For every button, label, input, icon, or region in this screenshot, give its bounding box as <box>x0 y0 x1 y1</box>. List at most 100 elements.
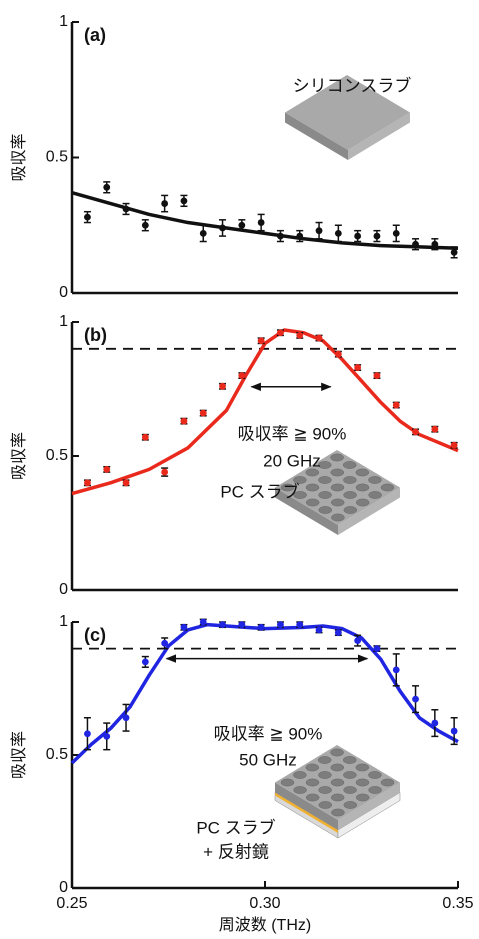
annotation: PC スラブ <box>196 817 275 837</box>
hole <box>331 764 344 771</box>
data-point <box>103 466 110 473</box>
hole <box>293 771 306 778</box>
y-tick-label: 0.5 <box>46 746 68 763</box>
hole <box>306 499 319 506</box>
y-tick-label: 0 <box>59 879 68 896</box>
hole <box>306 779 319 786</box>
hole <box>318 476 331 483</box>
hole <box>319 786 332 793</box>
y-tick-label: 0.5 <box>46 447 68 464</box>
data-point <box>238 222 245 229</box>
annotation: + 反射鏡 <box>203 842 269 861</box>
hole <box>331 484 344 491</box>
hole <box>369 491 382 498</box>
data-point <box>238 372 245 379</box>
hole <box>343 756 356 763</box>
data-point <box>316 335 323 342</box>
data-point <box>123 206 130 213</box>
hole <box>306 484 319 491</box>
hole <box>331 779 344 786</box>
data-point <box>277 621 284 628</box>
hole <box>331 749 344 756</box>
hole <box>381 484 394 491</box>
hole <box>368 476 381 483</box>
data-point <box>161 200 168 207</box>
data-point <box>335 351 342 358</box>
data-point <box>277 233 284 240</box>
hole <box>319 491 332 498</box>
hole <box>319 801 332 808</box>
data-point <box>393 230 400 237</box>
data-point <box>181 197 188 204</box>
annotation: 吸収率 ≧ 90% <box>238 424 347 443</box>
data-point <box>238 621 245 628</box>
hole <box>356 469 369 476</box>
data-point <box>142 222 149 229</box>
hole <box>318 756 331 763</box>
data-point <box>374 645 381 652</box>
hole <box>331 454 344 461</box>
annotation: 20 GHz <box>263 451 321 470</box>
data-point <box>200 410 207 417</box>
y-tick-label: 0 <box>59 581 68 598</box>
y-tick-label: 1 <box>59 313 68 330</box>
data-point <box>431 426 438 433</box>
data-point <box>103 733 110 740</box>
data-point <box>258 624 265 631</box>
hole <box>356 779 369 786</box>
hole <box>331 514 344 521</box>
y-tick-label: 1 <box>59 613 68 630</box>
data-point <box>277 329 284 336</box>
panel-label: (b) <box>84 325 107 345</box>
hole <box>381 779 394 786</box>
data-point <box>354 364 361 371</box>
hole <box>319 506 332 513</box>
hole <box>306 764 319 771</box>
data-point <box>84 214 91 221</box>
data-point <box>123 714 130 721</box>
data-point <box>219 621 226 628</box>
data-point <box>412 428 419 435</box>
figure: 00.51吸収率(a)シリコンスラブ00.51吸収率(b)吸収率 ≧ 90%20… <box>0 0 479 939</box>
data-point <box>219 383 226 390</box>
data-point <box>258 337 265 344</box>
data-point <box>393 666 400 673</box>
hole <box>343 771 356 778</box>
data-point <box>374 372 381 379</box>
hole <box>369 786 382 793</box>
data-point <box>412 696 419 703</box>
data-point <box>354 233 361 240</box>
data-point <box>335 230 342 237</box>
data-point <box>84 479 91 486</box>
data-point <box>412 241 419 248</box>
annotation: シリコンスラブ <box>293 75 412 95</box>
x-axis-label: 周波数 (THz) <box>219 916 311 934</box>
hole <box>343 461 356 468</box>
hole <box>331 794 344 801</box>
data-point <box>335 629 342 636</box>
data-point <box>200 619 207 626</box>
annotation: 吸収率 ≧ 90% <box>214 724 323 743</box>
hole <box>294 786 307 793</box>
data-point <box>354 637 361 644</box>
y-tick-label: 1 <box>59 13 68 30</box>
data-point <box>123 479 130 486</box>
data-point <box>296 621 303 628</box>
x-tick-label: 0.35 <box>442 895 473 912</box>
x-tick-label: 0.30 <box>249 895 280 912</box>
x-tick-label: 0.25 <box>56 895 87 912</box>
data-point <box>181 418 188 425</box>
hole <box>368 771 381 778</box>
data-point <box>296 233 303 240</box>
data-point <box>451 249 458 256</box>
data-point <box>431 720 438 727</box>
y-axis-label: 吸収率 <box>10 133 28 181</box>
hole <box>318 771 331 778</box>
hole <box>356 499 369 506</box>
data-point <box>431 241 438 248</box>
y-axis-label: 吸収率 <box>10 432 28 480</box>
annotation: 50 GHz <box>239 750 297 769</box>
hole <box>343 476 356 483</box>
data-point <box>296 332 303 339</box>
data-point <box>316 627 323 634</box>
